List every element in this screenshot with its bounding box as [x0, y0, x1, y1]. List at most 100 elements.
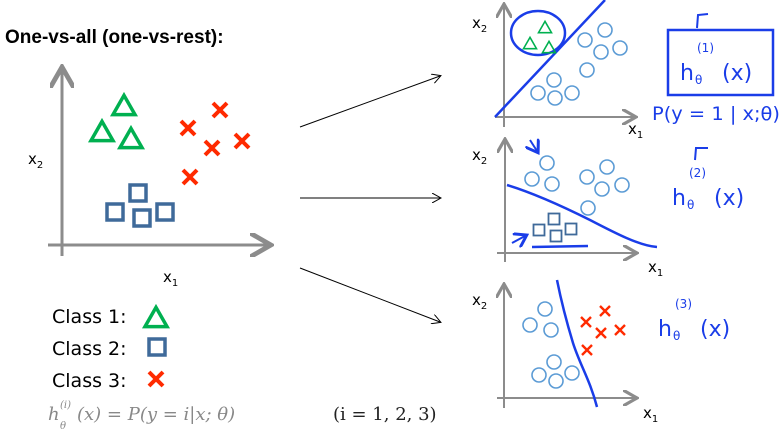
class-3-x — [181, 168, 199, 186]
panel-1-h: h — [680, 61, 694, 86]
class-3-x — [179, 119, 197, 137]
panel-2-h-argument: (x) — [714, 186, 744, 211]
class-1-triangle — [141, 303, 171, 329]
class-1-triangle — [541, 39, 557, 54]
class-3-x — [147, 370, 165, 388]
rest-circle — [543, 322, 559, 338]
class-3-x — [233, 132, 251, 150]
main-x-label: x1 — [163, 268, 178, 289]
formula-body: (x) = P(y = i|x; θ) — [77, 404, 235, 425]
panel-1-x-label: x1 — [628, 120, 643, 141]
class-1-triangle — [109, 91, 139, 117]
rest-circle — [612, 40, 628, 56]
panel-1-y-label: x2 — [472, 14, 487, 35]
rest-circle — [597, 22, 613, 38]
rest-circle — [547, 90, 563, 106]
class-3-x — [211, 101, 229, 119]
rest-circle — [522, 317, 538, 333]
rest-circle — [564, 365, 580, 381]
decision-boundary-1 — [494, 0, 606, 118]
panel-2-x-label: x1 — [648, 258, 663, 279]
class-1-triangle — [116, 124, 146, 150]
rest-circle — [580, 200, 596, 216]
slide-title: One-vs-all (one-vs-rest): — [5, 27, 224, 48]
class-3-x — [595, 327, 607, 339]
legend-class-2: Class 2: — [52, 338, 127, 360]
panel-3: x2 x1 h θ (3) (x) — [472, 279, 730, 425]
rest-circle — [599, 159, 615, 175]
panel-2-h-subscript: θ — [687, 198, 694, 212]
rest-circle — [593, 44, 609, 60]
class-3-x — [614, 324, 626, 336]
class-2-square — [549, 229, 563, 243]
rest-circle — [544, 176, 560, 192]
panel-2-h-superscript: (2) — [689, 166, 706, 180]
annotation-box — [666, 28, 775, 97]
panel-1: x2 x1 h θ (1) (x) P(y = 1 | x;θ) — [472, 0, 780, 141]
legend-class-1: Class 1: — [52, 306, 127, 328]
panel-3-h-superscript: (3) — [675, 297, 692, 311]
panel-3-h: h — [658, 317, 672, 342]
rest-circle — [530, 85, 546, 101]
decision-boundary-3 — [555, 279, 599, 408]
class-1-triangle — [537, 19, 553, 34]
legend: Class 1: Class 2: Class 3: — [52, 303, 171, 392]
panel-2-h: h — [672, 186, 686, 211]
class-1-triangle — [522, 35, 538, 50]
rest-circle — [539, 155, 555, 171]
main-y-label: x2 — [28, 150, 43, 171]
class-2-square — [105, 202, 125, 222]
panel-2-y-label: x2 — [472, 146, 487, 167]
hypothesis-formula: h (i) θ (x) = P(y = i|x; θ) — [48, 400, 235, 432]
formula-superscript: (i) — [60, 400, 71, 411]
panel-3-hypothesis: h θ (3) (x) — [658, 297, 730, 343]
underline-class-2 — [531, 244, 589, 249]
rest-circle — [524, 171, 540, 187]
class-3-x — [580, 316, 592, 328]
legend-class-3: Class 3: — [52, 370, 127, 392]
class-2-square — [564, 222, 578, 236]
rest-circle — [577, 32, 593, 48]
panel-3-y-label: x2 — [472, 291, 487, 312]
rest-circle — [546, 72, 562, 88]
panel-1-h-argument: (x) — [722, 61, 752, 86]
class-2-square — [532, 223, 546, 237]
pointer-arrow-icon — [511, 236, 525, 243]
arrow-to-panel-3 — [299, 267, 440, 322]
class-3-x — [581, 344, 593, 356]
panel-3-x-label: x1 — [643, 404, 658, 425]
panel-1-h-superscript: (1) — [697, 41, 714, 55]
check-mark-2 — [694, 147, 708, 161]
panel-1-probability: P(y = 1 | x;θ) — [652, 103, 780, 125]
class-2-square — [155, 202, 175, 222]
panel-2: x2 x1 h θ (2) (x) — [472, 140, 744, 279]
main-plot: x2 x1 — [28, 70, 268, 289]
rest-circle — [531, 367, 547, 383]
formula-subscript: θ — [60, 421, 66, 432]
panel-1-hypothesis: h θ (1) (x) — [680, 41, 752, 87]
class-2-square — [132, 208, 152, 228]
arrow-to-panel-1 — [299, 76, 440, 128]
check-mark-1 — [696, 13, 709, 29]
pointer-arrow-icon — [530, 140, 537, 151]
class-2-square — [547, 212, 561, 226]
panel-3-h-argument: (x) — [700, 317, 730, 342]
class-2-square — [147, 337, 167, 357]
formula-h: h — [48, 404, 60, 425]
class-3-x — [203, 139, 221, 157]
rest-circle — [537, 301, 553, 317]
rest-circle — [546, 354, 562, 370]
class-1-circled — [509, 9, 567, 57]
rest-circle — [579, 169, 595, 185]
class-2-square — [128, 183, 148, 203]
class-3-x — [599, 305, 611, 317]
panel-2-hypothesis: h θ (2) (x) — [672, 166, 744, 212]
panel-1-h-subscript: θ — [695, 73, 702, 87]
rest-circle — [614, 177, 630, 193]
formula-range: (i = 1, 2, 3) — [333, 404, 437, 425]
rest-circle — [579, 62, 595, 78]
class-1-triangle — [87, 117, 117, 143]
panel-3-h-subscript: θ — [673, 329, 680, 343]
